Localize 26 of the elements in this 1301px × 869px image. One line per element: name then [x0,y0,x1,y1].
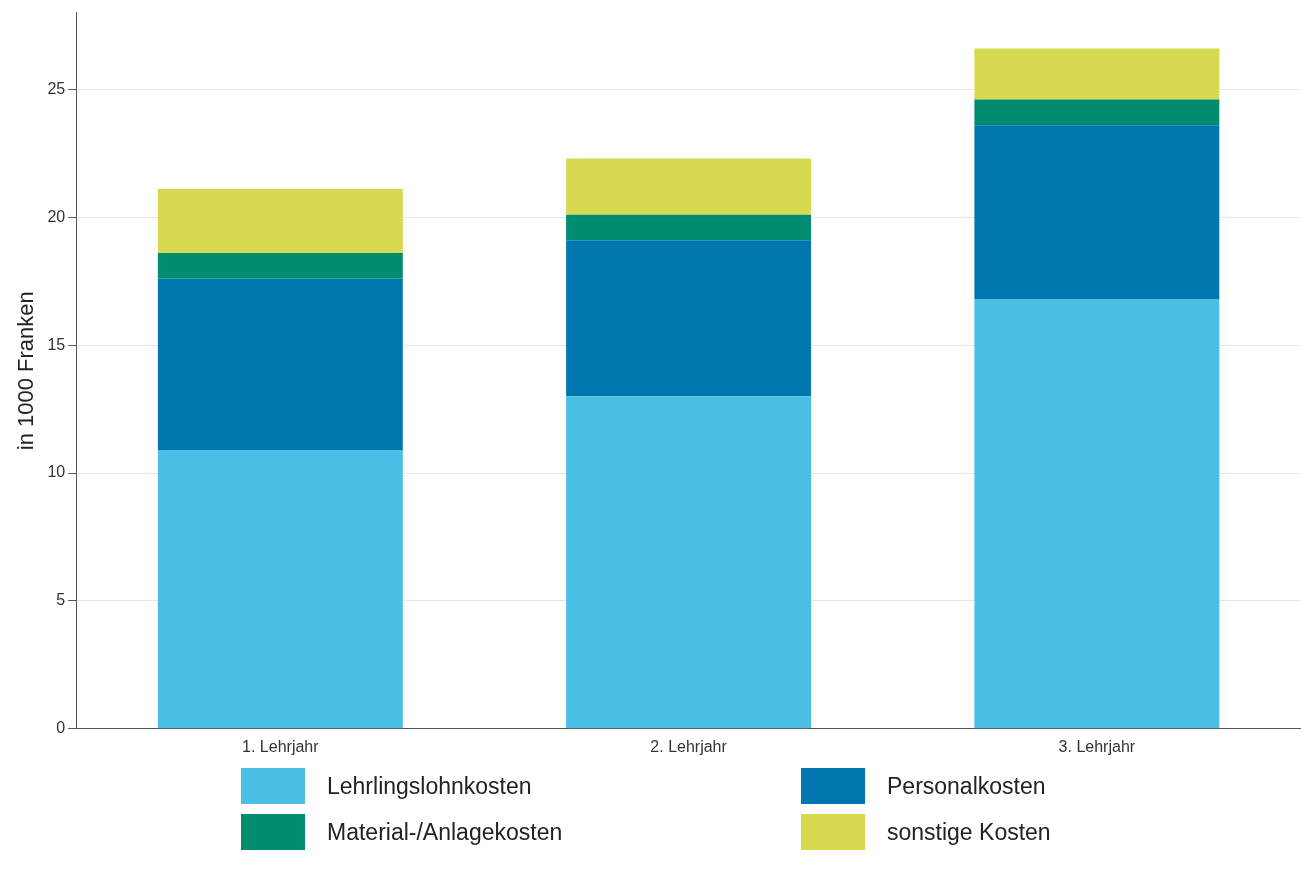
bar [566,158,812,215]
legend-label: Lehrlingslohnkosten [326,772,532,800]
x-tick-label: 2. Lehrjahr [650,737,728,755]
y-tick-label: 25 [47,79,66,97]
y-tick-label: 20 [47,207,66,225]
bar [157,278,403,450]
bar [566,214,812,241]
bar [566,396,812,729]
bar [974,48,1220,100]
y-tick-label: 5 [56,591,66,609]
y-tick-label: 10 [47,463,66,481]
legend-label: Material-/Anlagekosten [326,818,563,846]
bar [157,449,403,729]
y-tick-label: 0 [56,719,66,737]
bar [974,99,1220,126]
legend-label: Personalkosten [886,772,1046,800]
y-tick-label: 15 [47,335,66,353]
x-tick-label: 1. Lehrjahr [242,737,320,755]
bar [974,125,1220,300]
bar [566,240,812,397]
y-axis-title: in 1000 Franken [13,291,39,451]
bar [974,299,1220,729]
legend-label: sonstige Kosten [886,818,1051,846]
bar [157,189,403,254]
x-tick-label: 3. Lehrjahr [1058,737,1136,755]
bar [157,253,403,279]
